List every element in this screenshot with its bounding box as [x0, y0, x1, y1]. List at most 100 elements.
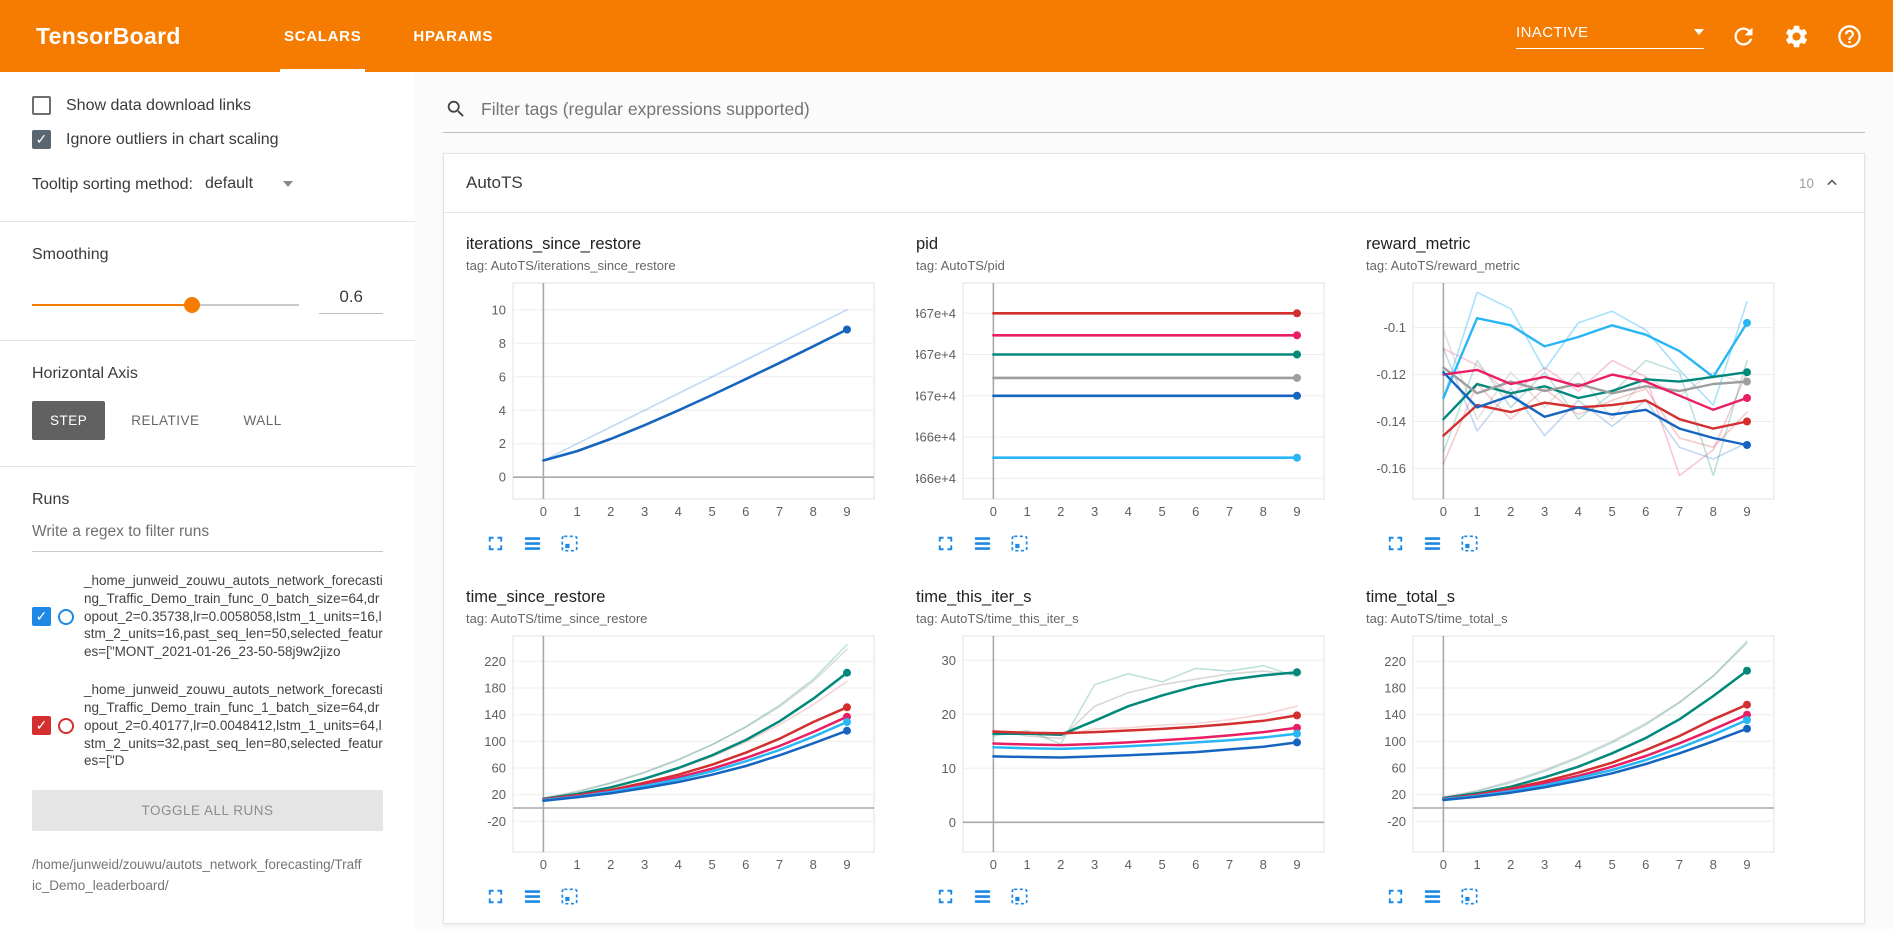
help-icon[interactable] — [1836, 23, 1863, 50]
svg-text:220: 220 — [484, 654, 506, 669]
tooltip-sorting-select[interactable]: default — [204, 175, 294, 195]
show-download-links-checkbox[interactable] — [32, 96, 51, 115]
svg-text:8: 8 — [810, 504, 817, 519]
expand-chart-button[interactable] — [934, 532, 957, 560]
chart-menu-button[interactable] — [1421, 532, 1444, 560]
chart-title: iterations_since_restore — [466, 235, 642, 253]
svg-text:2: 2 — [607, 504, 614, 519]
slider-thumb[interactable] — [184, 297, 201, 313]
svg-text:1: 1 — [1473, 857, 1480, 872]
smoothing-label: Smoothing — [32, 246, 109, 263]
svg-text:6: 6 — [1192, 857, 1199, 872]
svg-text:0: 0 — [1440, 857, 1447, 872]
chart-menu-button[interactable] — [521, 532, 544, 560]
refresh-icon[interactable] — [1730, 23, 1757, 50]
svg-text:6: 6 — [1642, 857, 1649, 872]
chart-menu-button[interactable] — [1421, 885, 1444, 913]
svg-text:9: 9 — [1293, 504, 1300, 519]
settings-gear-icon[interactable] — [1783, 23, 1810, 50]
app-header: TensorBoard SCALARS HPARAMS INACTIVE — [0, 0, 1893, 72]
show-download-links-label: Show data download links — [66, 96, 252, 114]
tab-scalars[interactable]: SCALARS — [258, 0, 387, 72]
expand-chart-button[interactable] — [484, 885, 507, 913]
axis-wall-button[interactable]: WALL — [243, 413, 282, 428]
divider — [0, 221, 415, 222]
svg-text:1: 1 — [573, 857, 580, 872]
svg-text:9: 9 — [843, 857, 850, 872]
chart-card-time_total_s: time_total_s tag: AutoTS/time_total_s 220 1… — [1358, 582, 1794, 913]
chart-plot-area[interactable]: 30 20 10 0 0 1 2 3 4 5 6 7 8 9 — [916, 628, 1334, 878]
toggle-all-runs-button[interactable]: TOGGLE ALL RUNS — [32, 790, 383, 832]
expand-chart-button[interactable] — [1384, 885, 1407, 913]
show-download-links-row: Show data download links — [32, 96, 383, 115]
chart-card-iterations_since_restore: iterations_since_restore tag: AutoTS/iter… — [458, 229, 894, 560]
divider — [0, 466, 415, 467]
run-radio[interactable] — [58, 608, 74, 625]
fit-domain-button[interactable] — [1008, 885, 1031, 913]
chart-tag: tag: AutoTS/time_total_s — [1366, 611, 1508, 626]
svg-text:8: 8 — [1260, 504, 1267, 519]
chart-toolbar — [1384, 532, 1786, 560]
ignore-outliers-row: ✓ Ignore outliers in chart scaling — [32, 130, 383, 149]
svg-text:1: 1 — [1023, 857, 1030, 872]
svg-text:3: 3 — [641, 857, 648, 872]
svg-text:0: 0 — [540, 857, 547, 872]
chart-plot-area[interactable]: 0 2 4 6 8 10 0 1 2 3 4 5 6 7 8 9 — [466, 275, 884, 525]
chart-plot-area[interactable]: 220 180 140 100 60 20 -20 0 1 2 3 4 5 6 7 8 9 — [1366, 628, 1784, 878]
fit-domain-button[interactable] — [558, 532, 581, 560]
svg-text:9: 9 — [1293, 857, 1300, 872]
chart-tag: tag: AutoTS/reward_metric — [1366, 258, 1520, 273]
svg-text:7: 7 — [1226, 857, 1233, 872]
tag-filter-input[interactable] — [481, 98, 1863, 120]
tab-hparams[interactable]: HPARAMS — [413, 27, 494, 45]
svg-text:4: 4 — [1575, 857, 1582, 872]
svg-text:20: 20 — [492, 787, 506, 802]
chart-tag: tag: AutoTS/iterations_since_restore — [466, 258, 676, 273]
svg-text:9: 9 — [843, 504, 850, 519]
expand-chart-button[interactable] — [1384, 532, 1407, 560]
svg-text:-20: -20 — [487, 814, 506, 829]
card-header[interactable]: AutoTS 10 — [444, 154, 1864, 213]
axis-relative-button[interactable]: RELATIVE — [131, 413, 200, 428]
fit-domain-button[interactable] — [1458, 885, 1481, 913]
run-checkbox[interactable]: ✓ — [32, 607, 51, 627]
data-status-select[interactable]: INACTIVE — [1516, 24, 1704, 49]
run-item: ✓ _home_junweid_zouwu_autots_network_fore… — [32, 572, 383, 661]
fit-domain-button[interactable] — [1008, 532, 1031, 560]
axis-step-button[interactable]: STEP — [32, 401, 106, 440]
svg-text:100: 100 — [1384, 734, 1406, 749]
divider — [0, 340, 415, 341]
chart-plot-area[interactable]: 220 180 140 100 60 20 -20 0 1 2 3 4 5 6 7 8 9 — [466, 628, 884, 878]
run-label: _home_junweid_zouwu_autots_network_forec… — [84, 573, 383, 660]
svg-text:2: 2 — [499, 436, 506, 451]
svg-text:140: 140 — [1384, 707, 1406, 722]
run-radio[interactable] — [58, 717, 74, 734]
svg-text:180: 180 — [484, 681, 506, 696]
svg-text:8: 8 — [1710, 857, 1717, 872]
expand-chart-button[interactable] — [934, 885, 957, 913]
chart-menu-button[interactable] — [521, 885, 544, 913]
collapse-chevron-icon[interactable] — [1822, 173, 1842, 193]
sidebar: Show data download links ✓ Ignore outlie… — [0, 72, 415, 929]
search-icon — [447, 100, 464, 117]
run-checkbox[interactable]: ✓ — [32, 716, 51, 736]
svg-text:0: 0 — [1440, 504, 1447, 519]
chart-menu-button[interactable] — [971, 532, 994, 560]
app-title: TensorBoard — [36, 22, 181, 49]
svg-text:1: 1 — [1473, 504, 1480, 519]
tooltip-sorting-value: default — [204, 175, 254, 192]
ignore-outliers-checkbox[interactable]: ✓ — [32, 130, 51, 149]
data-status-value: INACTIVE — [1516, 23, 1589, 41]
expand-chart-button[interactable] — [484, 532, 507, 560]
svg-text:0: 0 — [990, 857, 997, 872]
smoothing-slider[interactable] — [32, 296, 300, 314]
chart-menu-button[interactable] — [971, 885, 994, 913]
fit-domain-button[interactable] — [558, 885, 581, 913]
svg-text:7: 7 — [1226, 504, 1233, 519]
runs-filter-input[interactable] — [32, 513, 383, 552]
fit-domain-button[interactable] — [1458, 532, 1481, 560]
chart-plot-area[interactable]: -0.1 -0.12 -0.14 -0.16 0 1 2 3 4 5 6 7 8 9 — [1366, 275, 1784, 525]
